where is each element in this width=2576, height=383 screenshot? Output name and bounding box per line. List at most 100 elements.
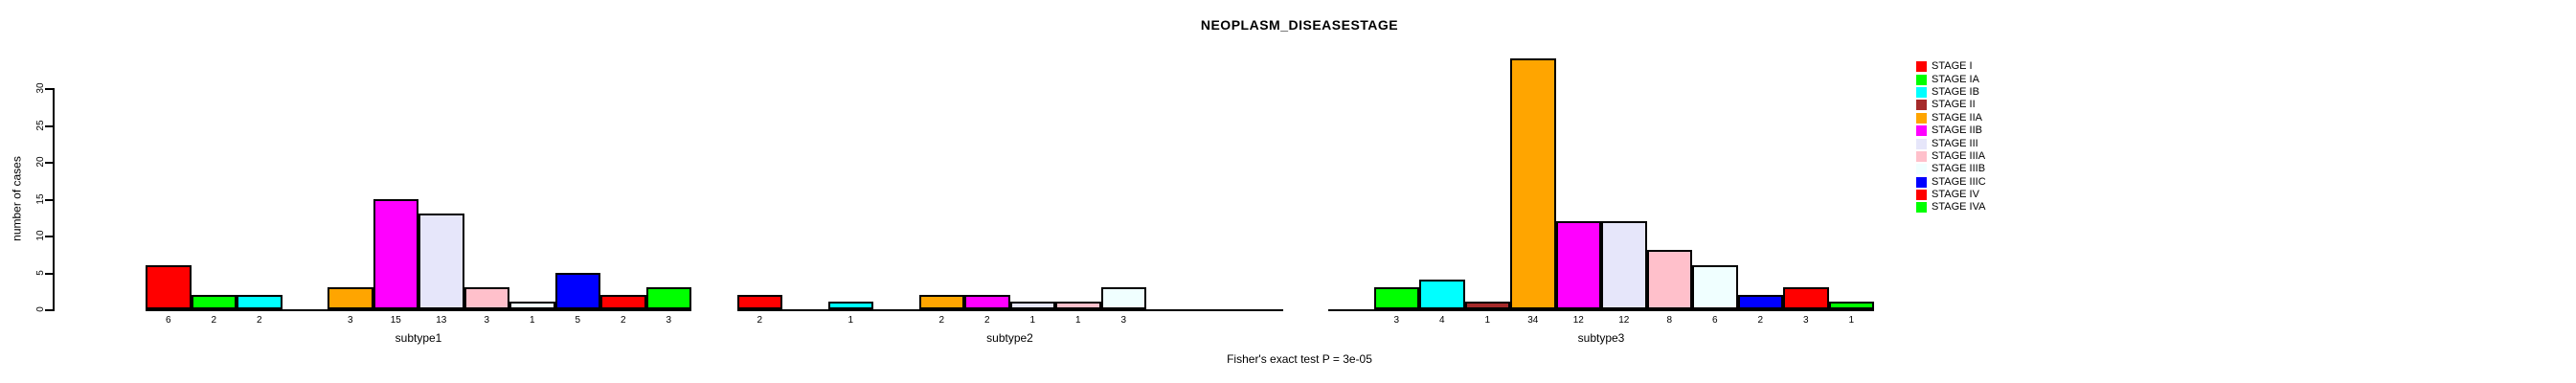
- legend: STAGE I STAGE IA STAGE IB STAGE II STAGE IIA…: [1916, 60, 1986, 214]
- bar-value-label: 12: [1618, 315, 1630, 326]
- bar-subtype1-stage-iiic: [554, 272, 600, 309]
- bar-subtype2-stage-iiia: [1055, 302, 1101, 309]
- bar-subtype2-stage-iia: [918, 294, 964, 309]
- bar-subtype2-stage-ib: [827, 302, 873, 309]
- bar-subtype1-stage-i: [146, 264, 192, 309]
- legend-label: STAGE IIB: [1932, 124, 1982, 137]
- bar-value-label: 5: [575, 315, 581, 326]
- legend-item: STAGE IIB: [1916, 124, 1986, 137]
- bar-value-label: 2: [757, 315, 763, 326]
- bar-subtype3-stage-ii: [1464, 302, 1510, 309]
- bar-value-label: 2: [938, 315, 945, 326]
- bar-value-label: 2: [1757, 315, 1764, 326]
- legend-item: STAGE II: [1916, 99, 1986, 111]
- y-axis-tick: [45, 124, 53, 127]
- bar-value-label: 1: [529, 315, 535, 326]
- legend-label: STAGE IVA: [1932, 201, 1986, 214]
- bar-subtype3-stage-iii: [1601, 220, 1647, 309]
- bar-value-label: 1: [1848, 315, 1855, 326]
- x-axis-group-label: subtype2: [986, 331, 1033, 345]
- y-axis-tick: [45, 162, 53, 164]
- legend-item: STAGE IV: [1916, 189, 1986, 201]
- bar-subtype3-stage-iiib: [1692, 264, 1738, 309]
- y-axis-tick-label: 15: [35, 192, 46, 205]
- bar-value-label: 3: [1393, 315, 1400, 326]
- y-axis-label: number of cases: [10, 156, 24, 241]
- bar-value-label: 12: [1572, 315, 1584, 326]
- bar-value-label: 1: [1029, 315, 1036, 326]
- y-axis-tick-label: 25: [35, 119, 46, 131]
- bar-subtype3-stage-iiic: [1737, 294, 1783, 309]
- bar-subtype1-stage-ia: [191, 294, 237, 309]
- bar-subtype3-stage-iva: [1828, 302, 1874, 309]
- legend-swatch: [1916, 74, 1927, 85]
- legend-item: STAGE IB: [1916, 86, 1986, 99]
- legend-label: STAGE IV: [1932, 189, 1979, 201]
- legend-item: STAGE IIIC: [1916, 176, 1986, 189]
- bar-value-label: 6: [165, 315, 171, 326]
- legend-label: STAGE IIIB: [1932, 163, 1986, 175]
- legend-item: STAGE IIA: [1916, 112, 1986, 124]
- legend-swatch: [1916, 176, 1927, 188]
- bar-subtype2-stage-i: [736, 294, 782, 309]
- legend-label: STAGE IB: [1932, 85, 1979, 98]
- bar-subtype1-stage-iia: [328, 286, 373, 309]
- legend-label: STAGE IIIC: [1932, 175, 1986, 188]
- bar-value-label: 4: [1438, 315, 1445, 326]
- x-axis-line: [146, 309, 691, 311]
- pvalue-annotation: Fisher's exact test P = 3e-05: [1227, 352, 1372, 366]
- bar-value-label: 1: [1074, 315, 1081, 326]
- y-axis-tick-label: 20: [35, 156, 46, 168]
- legend-swatch: [1916, 61, 1927, 73]
- legend-item: STAGE III: [1916, 137, 1986, 149]
- legend-label: STAGE III: [1932, 137, 1978, 149]
- legend-swatch: [1916, 138, 1927, 149]
- bar-value-label: 3: [347, 315, 353, 326]
- bar-subtype1-stage-iiib: [509, 302, 555, 309]
- y-axis-tick-label: 5: [35, 269, 46, 276]
- bar-subtype1-stage-iib: [373, 198, 418, 309]
- bar-value-label: 3: [1120, 315, 1127, 326]
- y-axis-tick: [45, 309, 53, 311]
- legend-item: STAGE IIIA: [1916, 150, 1986, 163]
- bar-value-label: 1: [847, 315, 854, 326]
- bar-value-label: 2: [983, 315, 990, 326]
- bar-subtype3-stage-ia: [1373, 286, 1419, 309]
- legend-label: STAGE IIIA: [1932, 149, 1986, 162]
- chart-title: NEOPLASM_DISEASESTAGE: [1200, 17, 1399, 33]
- bar-subtype1-stage-iiia: [463, 286, 509, 309]
- legend-swatch: [1916, 112, 1927, 124]
- bar-subtype3-stage-ib: [1419, 280, 1465, 309]
- bar-subtype2-stage-iiib: [1100, 286, 1146, 309]
- x-axis-line: [736, 309, 1283, 311]
- legend-swatch: [1916, 164, 1927, 175]
- legend-swatch: [1916, 190, 1927, 201]
- bar-value-label: 3: [1802, 315, 1809, 326]
- bar-value-label: 1: [1484, 315, 1491, 326]
- legend-label: STAGE IIA: [1932, 111, 1982, 124]
- bar-subtype1-stage-ib: [237, 294, 282, 309]
- y-axis-line: [53, 88, 55, 311]
- legend-item: STAGE IA: [1916, 73, 1986, 85]
- legend-swatch: [1916, 86, 1927, 98]
- x-axis-line: [1328, 309, 1874, 311]
- bar-value-label: 2: [620, 315, 626, 326]
- legend-item: STAGE I: [1916, 60, 1986, 73]
- bar-value-label: 34: [1527, 315, 1539, 326]
- bar-value-label: 2: [211, 315, 217, 326]
- bar-subtype1-stage-iv: [600, 294, 646, 309]
- bar-subtype3-stage-iv: [1783, 286, 1829, 309]
- y-axis-tick: [45, 88, 53, 90]
- bar-value-label: 8: [1666, 315, 1673, 326]
- y-axis-tick-label: 30: [35, 82, 46, 94]
- bar-subtype1-stage-iii: [418, 213, 464, 309]
- bar-value-label: 3: [666, 315, 672, 326]
- bar-subtype3-stage-iib: [1555, 220, 1601, 309]
- legend-swatch: [1916, 125, 1927, 137]
- bar-value-label: 2: [256, 315, 262, 326]
- bar-subtype3-stage-iia: [1510, 58, 1556, 309]
- y-axis-tick: [45, 272, 53, 275]
- bar-value-label: 15: [390, 315, 401, 326]
- bar-subtype2-stage-iii: [1009, 302, 1055, 309]
